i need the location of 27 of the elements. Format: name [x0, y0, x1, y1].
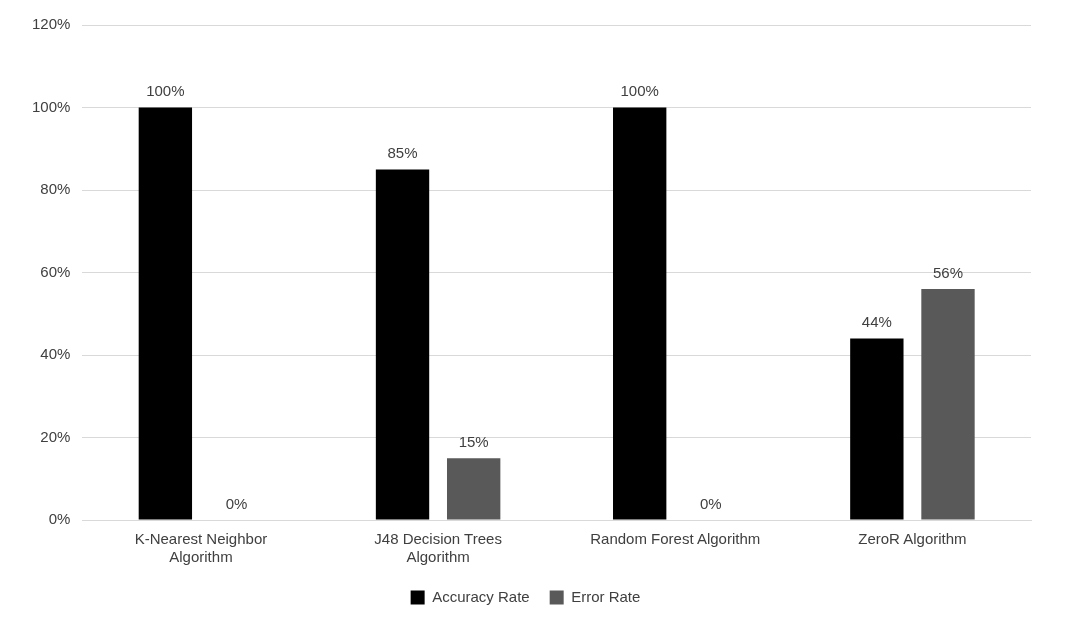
- y-tick-label: 40%: [40, 345, 71, 363]
- text: 44%: [861, 313, 892, 331]
- y-tick-label: 60%: [40, 262, 71, 280]
- y-tick-label: 120%: [31, 15, 71, 33]
- legend-label: Error Rate: [571, 587, 641, 605]
- x-tick-label: J48 Decision Trees Algorithm: [374, 530, 502, 566]
- x-tick-label: ZeroR Algorithm: [858, 530, 967, 548]
- text: 100%: [620, 82, 659, 100]
- bar: [138, 107, 193, 520]
- text: 56%: [932, 263, 964, 281]
- text: 85%: [387, 144, 418, 162]
- bar: [375, 169, 430, 520]
- y-tick-label: 100%: [31, 97, 71, 115]
- bar: [921, 289, 975, 520]
- text: 0%: [225, 494, 248, 512]
- bar: [447, 458, 501, 520]
- text: 15%: [458, 432, 489, 450]
- x-tick-label: K-Nearest Neighbor Algorithm: [134, 530, 268, 566]
- text: 100%: [146, 82, 185, 100]
- y-tick-label: 20%: [40, 427, 71, 445]
- bar: [850, 338, 904, 520]
- legend-label: Accuracy Rate: [432, 587, 530, 605]
- bar: [613, 107, 667, 520]
- y-tick-label: 80%: [40, 180, 71, 198]
- text: 0%: [699, 494, 722, 512]
- x-tick-label: Random Forest Algorithm: [590, 530, 761, 548]
- y-tick-label: 0%: [48, 510, 71, 528]
